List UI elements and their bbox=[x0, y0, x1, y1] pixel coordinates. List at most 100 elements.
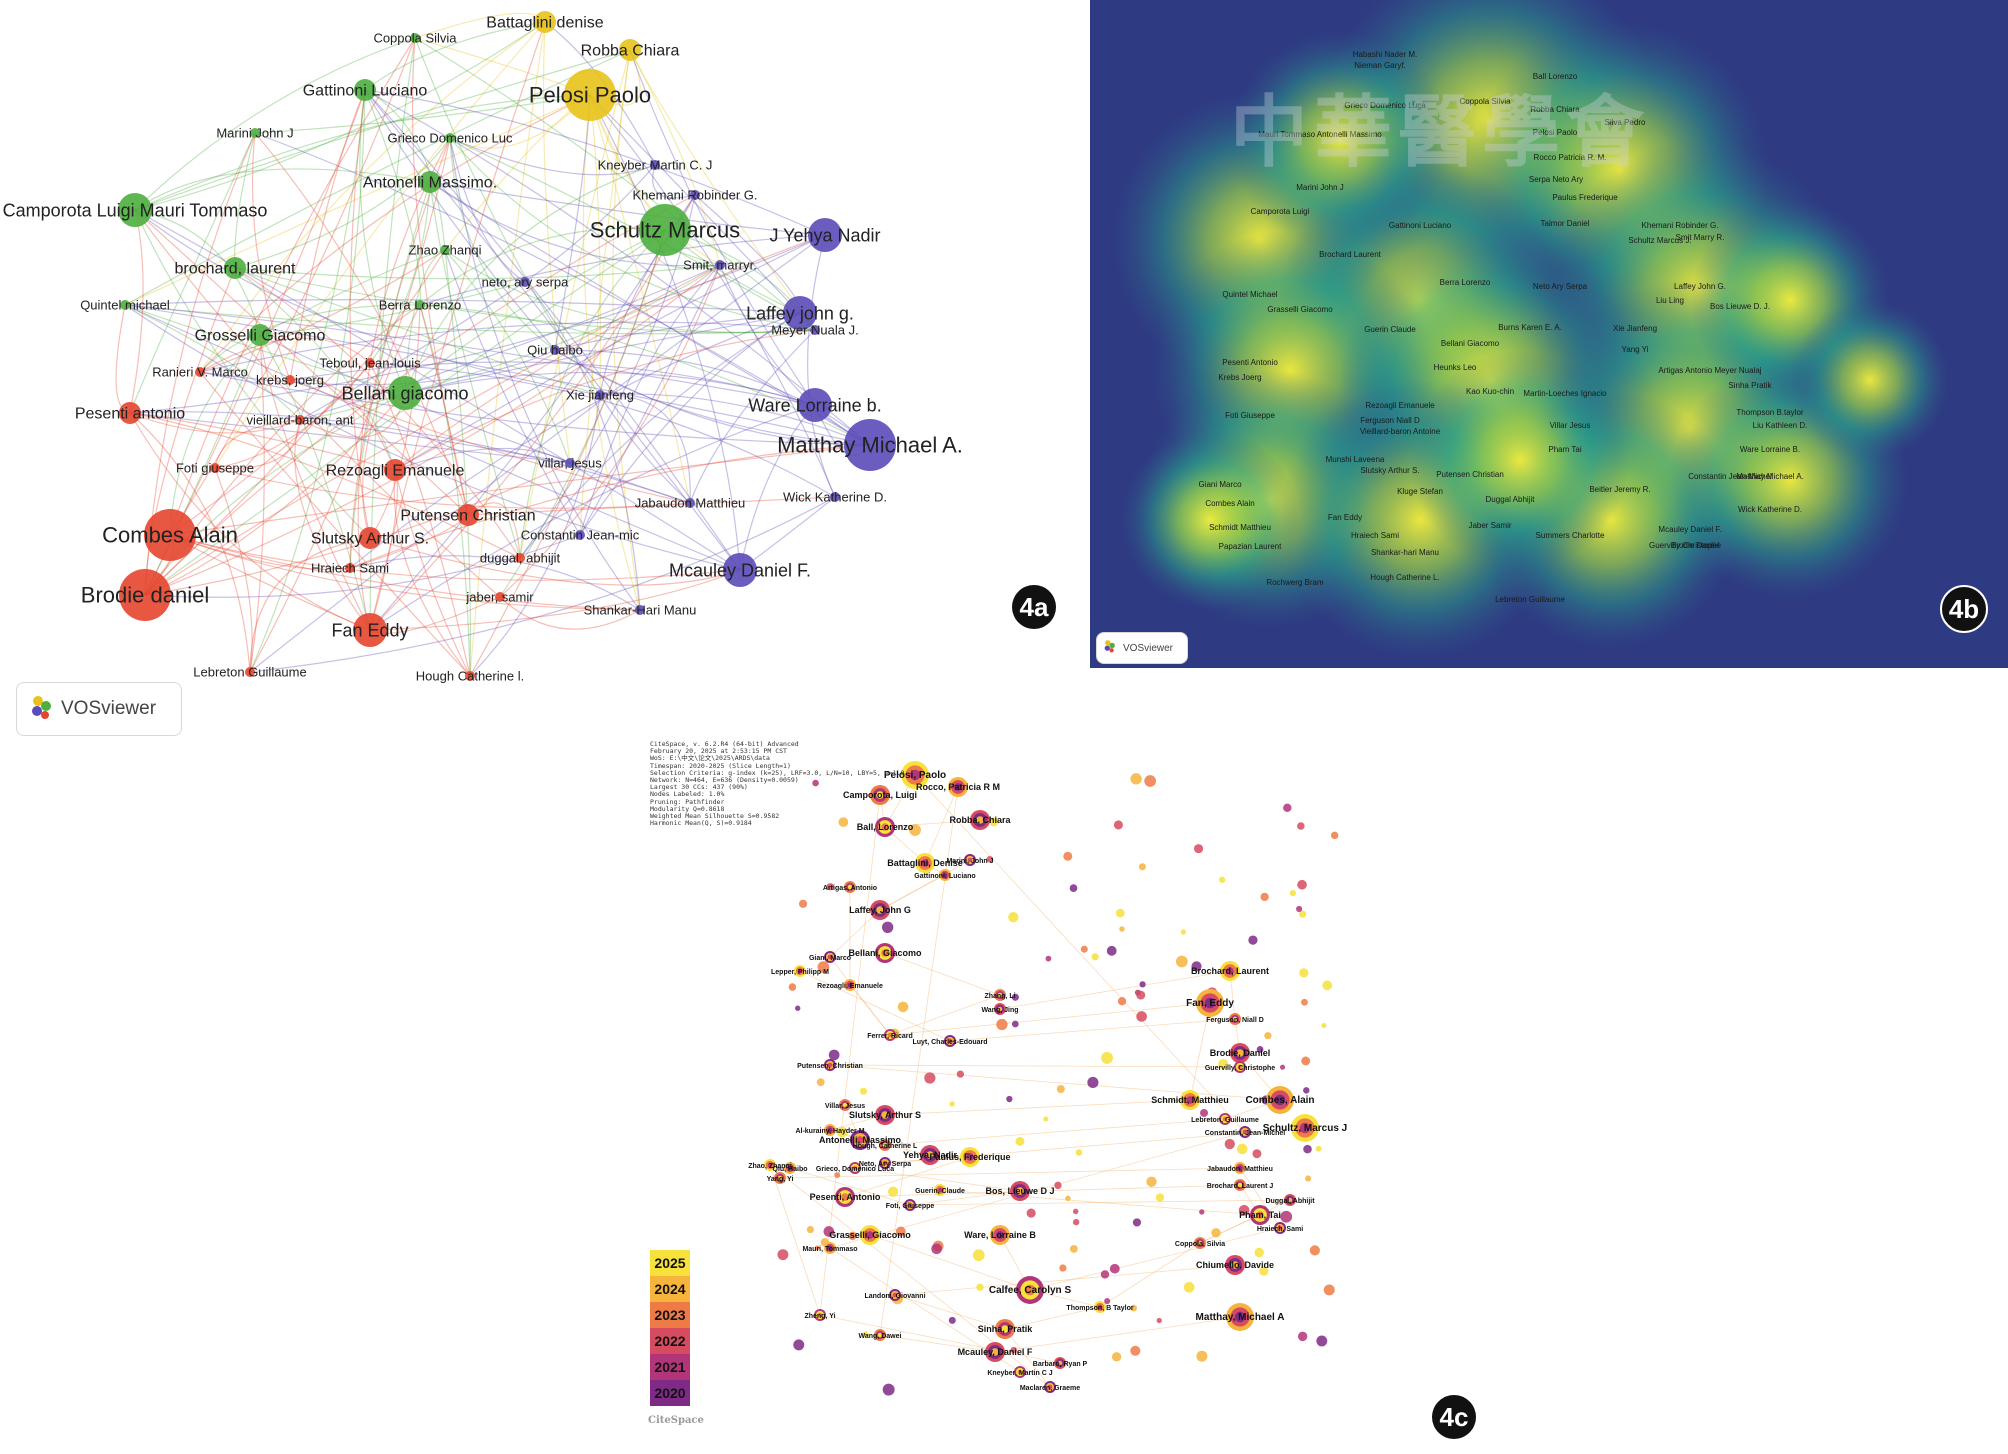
author-node[interactable] bbox=[595, 390, 605, 400]
author-node-ring[interactable] bbox=[881, 823, 889, 831]
author-node[interactable] bbox=[1301, 1056, 1311, 1066]
author-node[interactable] bbox=[1069, 884, 1078, 892]
author-node-ring[interactable] bbox=[921, 859, 929, 867]
author-node[interactable] bbox=[1322, 980, 1333, 991]
author-node-ring[interactable] bbox=[881, 1111, 889, 1119]
author-node[interactable] bbox=[1065, 1195, 1071, 1202]
author-node[interactable] bbox=[1008, 911, 1019, 923]
author-node[interactable] bbox=[1218, 876, 1226, 883]
author-node-ring[interactable] bbox=[881, 949, 889, 957]
author-node[interactable] bbox=[1309, 1245, 1320, 1256]
author-node-ring[interactable] bbox=[1277, 1225, 1283, 1231]
author-node-ring[interactable] bbox=[1237, 1182, 1243, 1188]
author-node-ring[interactable] bbox=[1274, 1094, 1286, 1106]
author-node[interactable] bbox=[1006, 1095, 1013, 1103]
author-node[interactable] bbox=[931, 1243, 942, 1255]
author-node-ring[interactable] bbox=[787, 1165, 793, 1171]
author-node[interactable] bbox=[844, 419, 896, 471]
author-node[interactable] bbox=[565, 458, 575, 468]
author-node[interactable] bbox=[1011, 1020, 1019, 1028]
author-node[interactable] bbox=[949, 1101, 955, 1107]
author-node[interactable] bbox=[1315, 1145, 1322, 1152]
author-node[interactable] bbox=[1296, 905, 1303, 913]
author-node-ring[interactable] bbox=[882, 1160, 888, 1166]
author-node-ring[interactable] bbox=[887, 1032, 893, 1038]
author-node[interactable] bbox=[410, 33, 420, 43]
author-node[interactable] bbox=[635, 605, 645, 615]
author-node[interactable] bbox=[195, 367, 205, 377]
author-node[interactable] bbox=[777, 1249, 789, 1261]
author-node[interactable] bbox=[793, 1339, 805, 1351]
author-node[interactable] bbox=[862, 1331, 869, 1338]
author-node[interactable] bbox=[619, 39, 641, 61]
author-node[interactable] bbox=[550, 345, 560, 355]
author-node-ring[interactable] bbox=[1256, 1211, 1264, 1219]
author-node[interactable] bbox=[1056, 1085, 1065, 1094]
author-node[interactable] bbox=[250, 128, 260, 138]
author-node[interactable] bbox=[924, 1072, 936, 1084]
author-node-ring[interactable] bbox=[1231, 1261, 1239, 1269]
author-node-ring[interactable] bbox=[817, 1312, 823, 1318]
author-node[interactable] bbox=[788, 983, 797, 991]
author-node[interactable] bbox=[830, 492, 840, 502]
author-node[interactable] bbox=[1117, 997, 1127, 1006]
author-node[interactable] bbox=[795, 1005, 801, 1011]
author-node[interactable] bbox=[996, 1018, 1008, 1031]
author-node[interactable] bbox=[1072, 1208, 1079, 1215]
author-node[interactable] bbox=[1252, 1149, 1262, 1159]
author-node[interactable] bbox=[1113, 820, 1123, 830]
author-node[interactable] bbox=[1111, 1352, 1122, 1362]
author-node[interactable] bbox=[245, 667, 255, 677]
author-node[interactable] bbox=[1091, 953, 1099, 961]
author-node-ring[interactable] bbox=[966, 1153, 974, 1161]
author-node-ring[interactable] bbox=[777, 1175, 783, 1181]
author-node-ring[interactable] bbox=[1197, 1240, 1203, 1246]
author-node[interactable] bbox=[1059, 1264, 1067, 1272]
author-node-ring[interactable] bbox=[976, 816, 984, 824]
author-node[interactable] bbox=[1106, 945, 1117, 956]
author-node-ring[interactable] bbox=[1237, 1064, 1243, 1070]
author-node[interactable] bbox=[956, 1070, 965, 1078]
author-node[interactable] bbox=[534, 11, 556, 33]
author-node[interactable] bbox=[1075, 1149, 1083, 1156]
author-node[interactable] bbox=[808, 218, 842, 252]
author-node[interactable] bbox=[1303, 1144, 1312, 1154]
author-node-ring[interactable] bbox=[1186, 1096, 1194, 1104]
author-node[interactable] bbox=[419, 171, 441, 193]
author-node[interactable] bbox=[1138, 863, 1146, 871]
author-node[interactable] bbox=[986, 855, 994, 863]
author-node-ring[interactable] bbox=[1024, 1284, 1036, 1296]
author-node[interactable] bbox=[1280, 1210, 1293, 1223]
author-node-ring[interactable] bbox=[1242, 1129, 1248, 1135]
author-node[interactable] bbox=[817, 961, 830, 974]
author-node[interactable] bbox=[1136, 1011, 1147, 1022]
author-node-ring[interactable] bbox=[1232, 1016, 1238, 1022]
author-node[interactable] bbox=[465, 671, 475, 681]
author-node[interactable] bbox=[118, 193, 152, 227]
author-node-ring[interactable] bbox=[991, 1348, 999, 1356]
author-node[interactable] bbox=[1248, 935, 1258, 945]
author-node[interactable] bbox=[848, 1231, 857, 1241]
author-node[interactable] bbox=[1289, 889, 1297, 897]
author-node[interactable] bbox=[715, 260, 725, 270]
author-node[interactable] bbox=[345, 563, 355, 573]
author-node[interactable] bbox=[989, 817, 999, 827]
author-node[interactable] bbox=[1146, 1176, 1157, 1187]
author-node[interactable] bbox=[1297, 822, 1305, 830]
author-node-ring[interactable] bbox=[1234, 1311, 1246, 1323]
author-node-ring[interactable] bbox=[866, 1231, 874, 1239]
author-node[interactable] bbox=[895, 1226, 906, 1237]
author-node[interactable] bbox=[1297, 1331, 1308, 1342]
author-node[interactable] bbox=[224, 257, 246, 279]
author-node[interactable] bbox=[639, 204, 691, 256]
author-node-ring[interactable] bbox=[909, 769, 921, 781]
author-node[interactable] bbox=[909, 824, 921, 836]
author-node[interactable] bbox=[897, 1001, 909, 1013]
author-node[interactable] bbox=[1224, 1138, 1235, 1150]
author-node[interactable] bbox=[1330, 831, 1339, 840]
author-node[interactable] bbox=[457, 504, 479, 526]
author-node[interactable] bbox=[515, 553, 525, 563]
author-node[interactable] bbox=[1026, 1208, 1036, 1218]
author-node[interactable] bbox=[120, 300, 130, 310]
author-node-ring[interactable] bbox=[827, 1245, 833, 1251]
